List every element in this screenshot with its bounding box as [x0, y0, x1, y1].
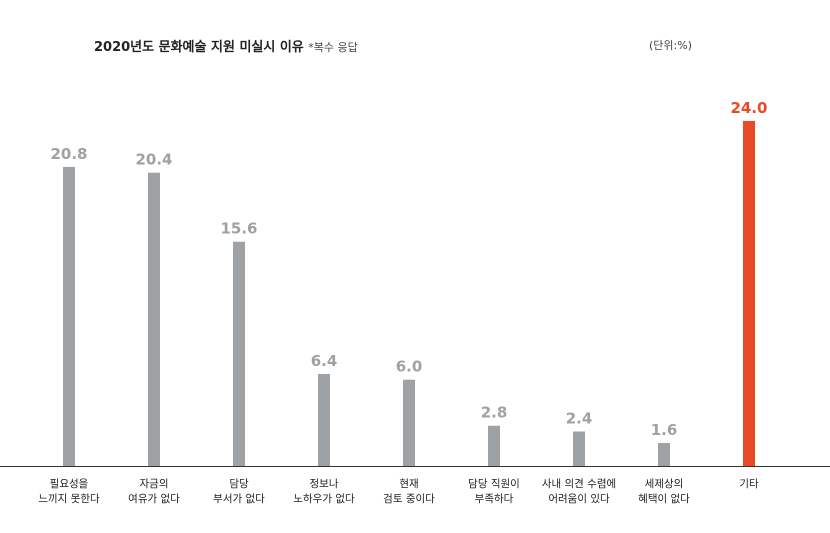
bar-8	[658, 442, 670, 466]
value-label-6: 2.8	[481, 404, 508, 422]
category-label-1-line-1: 필요성을	[50, 478, 89, 490]
value-label-7: 2.4	[566, 409, 593, 427]
value-label-8: 1.6	[651, 421, 678, 439]
chart-subtitle: *복수 응답	[308, 41, 358, 54]
category-label-6-line-2: 부족하다	[475, 492, 514, 505]
bar-2	[148, 172, 160, 466]
chart-title-text: 2020년도 문화예술 지원 미실시 이유	[94, 40, 304, 55]
value-label-4: 6.4	[311, 352, 338, 370]
bar-4	[318, 373, 330, 466]
category-label-5-line-2: 검토 중이다	[383, 493, 435, 505]
value-label-9: 24.0	[730, 99, 767, 117]
bar-7	[573, 431, 585, 466]
value-label-5: 6.0	[396, 358, 423, 376]
category-label-6-line-1: 담당 직원이	[468, 478, 520, 490]
category-label-8-line-2: 혜택이 없다	[638, 492, 690, 505]
category-label-1-line-2: 느끼지 못한다	[38, 493, 100, 505]
chart-title: 2020년도 문화예술 지원 미실시 이유 *복수 응답	[94, 36, 358, 55]
value-label-1: 20.8	[50, 145, 87, 163]
bar-1	[63, 166, 75, 467]
category-label-4-line-1: 정보나	[310, 478, 339, 490]
bar-6	[488, 425, 500, 466]
category-label-9-line-1: 기타	[739, 478, 759, 490]
bar-3	[233, 241, 245, 466]
category-label-2-line-2: 여유가 없다	[128, 492, 180, 505]
bar-5	[403, 379, 415, 466]
category-label-7-line-2: 어려움이 있다	[548, 493, 610, 505]
category-label-3-line-1: 담당	[229, 478, 249, 490]
bar-9	[743, 120, 755, 467]
category-label-8-line-1: 세제상의	[645, 478, 684, 490]
value-label-3: 15.6	[220, 220, 257, 238]
category-label-5-line-1: 현재	[399, 478, 418, 490]
value-label-2: 20.4	[135, 151, 172, 169]
unit-label: (단위:%)	[649, 39, 692, 52]
category-label-4-line-2: 노하우가 없다	[293, 492, 355, 505]
category-label-7-line-1: 사내 의견 수렴에	[542, 477, 616, 490]
category-label-2-line-1: 자금의	[140, 478, 169, 490]
category-label-3-line-2: 부서가 없다	[213, 492, 265, 505]
